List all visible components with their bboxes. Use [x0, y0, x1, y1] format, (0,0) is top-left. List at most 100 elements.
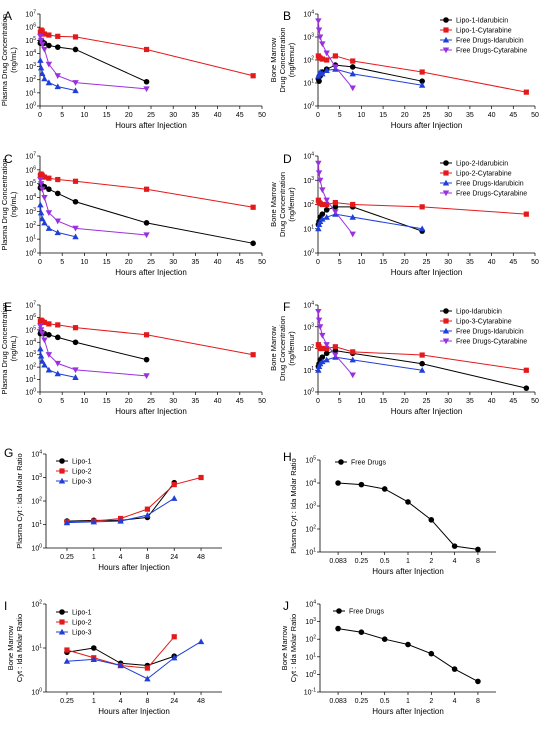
- series-free-drugs-idarubicin: [37, 57, 79, 94]
- data-point: [144, 675, 151, 682]
- data-point: [37, 57, 44, 63]
- series-free-drugs-idarubicin: [315, 353, 426, 373]
- series-free-drugs-cytarabine: [37, 176, 150, 239]
- legend-label: Lipo-2-Cytarabine: [456, 171, 512, 178]
- data-point: [338, 459, 344, 465]
- y-axis-label: Bone Marrow: [269, 326, 278, 371]
- y-tick-label: 103: [305, 502, 316, 511]
- series-free-drugs-cytarabine: [315, 18, 356, 92]
- data-point: [41, 75, 48, 82]
- x-tick-label: 8: [476, 698, 480, 705]
- data-point: [39, 70, 46, 77]
- y-tick-label: 100: [305, 670, 316, 679]
- data-point: [90, 656, 97, 662]
- data-point: [250, 352, 256, 358]
- data-point: [54, 229, 61, 236]
- x-tick-label: 45: [236, 398, 244, 405]
- x-tick-label: 35: [192, 398, 200, 405]
- x-tick-label: 35: [192, 259, 200, 266]
- x-tick-label: 45: [509, 259, 517, 266]
- legend: Free Drugs: [333, 608, 385, 616]
- x-tick-label: 25: [147, 112, 155, 119]
- series-free-drugs-idarubicin: [315, 210, 426, 232]
- x-tick-label: 30: [444, 259, 452, 266]
- y-tick-label: 100: [25, 102, 36, 111]
- x-axis-label: Hours after Injection: [115, 407, 187, 416]
- panel-d: D 100 101 102 103 104 0 5 10 15 20 25 30 35 40 45 50 Hour…: [269, 152, 539, 278]
- data-point: [350, 58, 356, 64]
- data-point: [64, 647, 70, 653]
- data-point: [419, 352, 425, 358]
- data-point: [323, 356, 330, 363]
- y-tick-label: 102: [25, 363, 36, 372]
- data-point: [143, 46, 150, 53]
- x-tick-label: 8: [145, 554, 149, 561]
- x-tick-label: 0.25: [355, 698, 369, 705]
- data-point: [349, 64, 356, 70]
- data-point: [316, 34, 324, 41]
- data-point: [332, 53, 338, 59]
- series-free-drugs-idarubicin: [315, 65, 426, 88]
- data-point: [315, 160, 322, 167]
- panel-a: A 100 101 102 103 104 105 106 107 0 5 10 15 20 25 30 35 4…: [0, 9, 266, 130]
- x-tick-label: 0.25: [60, 554, 74, 561]
- y-tick-label: 104: [303, 152, 314, 161]
- data-point: [37, 33, 44, 40]
- y-axis-label: Plasma Drug Concentration: [0, 302, 9, 394]
- data-point: [39, 28, 45, 34]
- x-tick-label: 40: [488, 259, 496, 266]
- data-point: [315, 18, 322, 25]
- series-free-drugs-idarubicin: [37, 345, 79, 380]
- y-tick-label: 105: [25, 36, 36, 45]
- x-tick-label: 4: [453, 698, 457, 705]
- x-tick-label: 45: [509, 398, 517, 405]
- x-tick-label: 10: [81, 259, 89, 266]
- data-point: [315, 221, 323, 228]
- legend-label: Lipo-1-Cytarabine: [456, 28, 512, 35]
- x-tick-label: 48: [197, 554, 205, 561]
- series-lipo-1-cytarabine: [315, 53, 529, 95]
- x-tick-label: 25: [147, 398, 155, 405]
- x-tick-label: 40: [214, 259, 222, 266]
- data-point: [381, 636, 388, 642]
- y-tick-label: 103: [25, 350, 36, 359]
- series-lipo-2-cytarabine: [37, 171, 256, 210]
- panel-f: F 100 101 102 103 104 0 5 10 15 20 25 30 35 40 45 50 Hour…: [269, 300, 539, 416]
- data-point: [41, 219, 48, 226]
- x-tick-label: 35: [192, 112, 200, 119]
- data-point: [419, 78, 425, 84]
- data-point: [54, 190, 61, 197]
- data-point: [250, 204, 256, 210]
- data-point: [349, 372, 356, 379]
- y-tick-label: 100: [303, 249, 314, 258]
- y-tick-label: 101: [31, 520, 42, 529]
- x-tick-label: 2: [429, 558, 433, 565]
- data-point: [315, 367, 322, 373]
- panel-label: B: [283, 9, 291, 23]
- data-point: [418, 367, 426, 373]
- x-tick-label: 30: [169, 259, 177, 266]
- series-lipo-1-cytarabine: [37, 27, 256, 79]
- series-lipo-3-cytarabine: [315, 342, 529, 373]
- data-point: [72, 198, 79, 205]
- series-line: [317, 163, 354, 235]
- legend-label: Free Drugs: [351, 460, 387, 467]
- y-axis-label: Drug Concentration: [278, 316, 287, 381]
- x-tick-label: 0: [316, 259, 320, 266]
- x-tick-label: 1: [406, 558, 410, 565]
- data-point: [39, 41, 46, 48]
- data-point: [443, 27, 449, 33]
- data-point: [442, 36, 450, 43]
- data-point: [319, 41, 326, 48]
- data-point: [349, 356, 356, 363]
- y-tick-label: 102: [25, 75, 36, 84]
- data-point: [332, 64, 339, 71]
- series-free-drugs-cytarabine: [37, 323, 150, 380]
- y-axis-label: Bone Marrow: [280, 625, 289, 670]
- legend: Lipo-1 Lipo-2 Lipo-3: [56, 609, 92, 637]
- panel-label: J: [283, 599, 289, 613]
- data-point: [54, 73, 61, 79]
- series-line: [66, 482, 175, 522]
- data-point: [349, 213, 356, 220]
